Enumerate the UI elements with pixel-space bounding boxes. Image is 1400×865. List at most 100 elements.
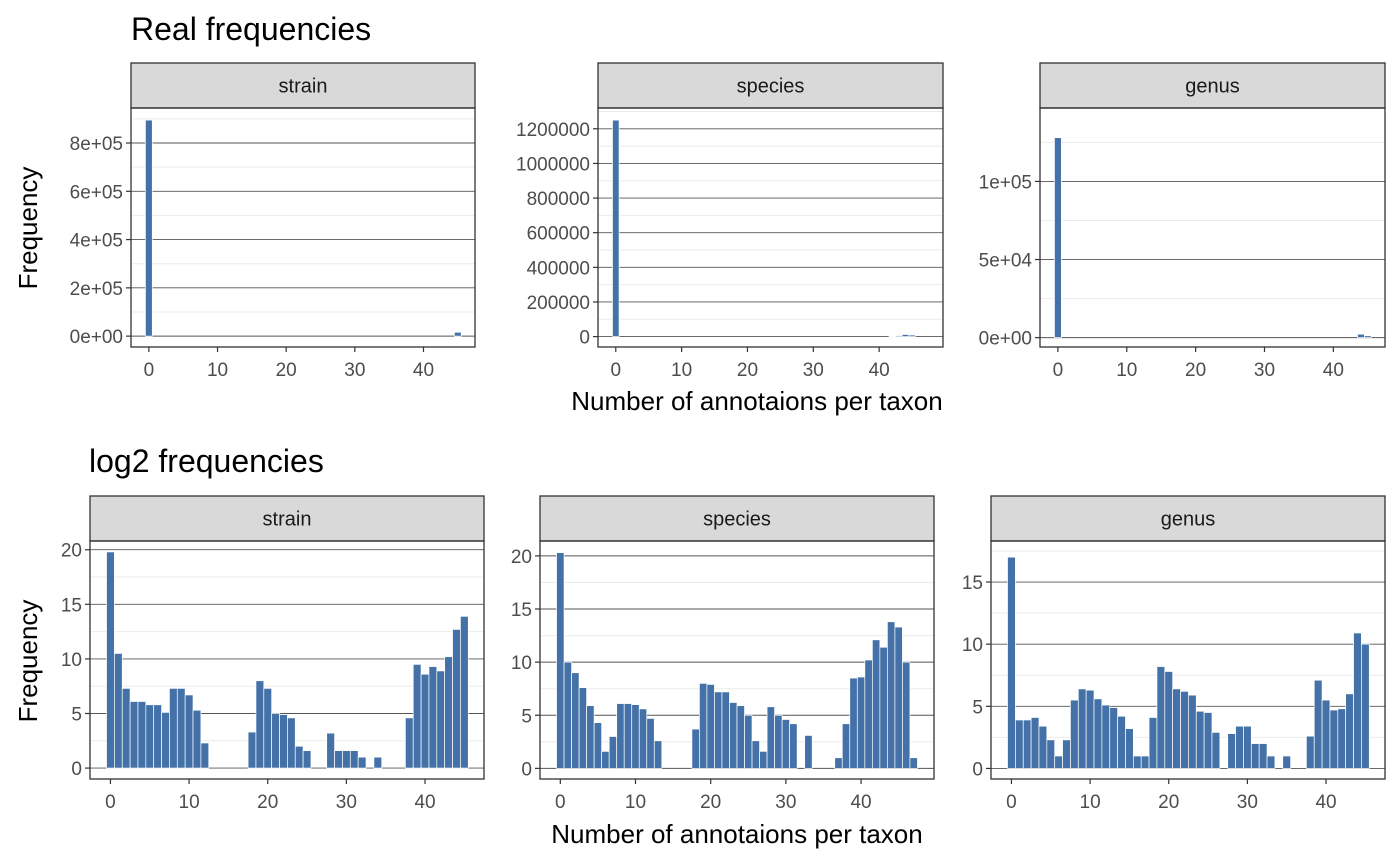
histogram-bar: [789, 723, 798, 769]
y-tick-label: 0e+00: [70, 327, 123, 348]
histogram-bar: [1306, 735, 1315, 769]
histogram-bar: [887, 621, 896, 769]
facet-1-species: species 0 5 10 15 20 0 10 20 30 40: [511, 495, 935, 813]
histogram-bar: [200, 742, 210, 769]
histogram-bar: [691, 728, 700, 769]
histogram-bar: [1266, 755, 1276, 769]
x-tick-label: 40: [413, 360, 434, 381]
histogram-bar: [161, 712, 170, 769]
x-tick-label: 20: [276, 360, 297, 381]
y-tick-label: 20: [511, 547, 532, 568]
x-tick-label: 30: [1254, 360, 1275, 381]
histogram-bar: [184, 694, 194, 769]
histogram-bar: [714, 691, 723, 769]
x-tick-label: 0: [1053, 360, 1064, 381]
panel-border: [597, 107, 944, 348]
x-tick-label: 20: [1158, 792, 1179, 813]
histogram-bar: [571, 672, 580, 769]
histogram-bar: [1101, 704, 1111, 769]
histogram-bar: [781, 719, 790, 769]
y-tick-label: 0: [521, 759, 532, 780]
histogram-bar: [444, 656, 453, 769]
y-tick-label: 15: [511, 600, 532, 621]
facet-strip-label: species: [703, 509, 771, 531]
histogram-bar: [1250, 743, 1260, 769]
y-tick-label: 1200000: [516, 120, 590, 141]
facet-strip-label: strain: [263, 509, 312, 531]
histogram-bar: [357, 756, 367, 769]
histogram-bar: [1345, 693, 1354, 769]
histogram-bar: [895, 335, 903, 337]
histogram-bar: [608, 736, 618, 769]
y-tick-label: 8e+05: [70, 134, 123, 155]
histogram-bar: [1235, 725, 1244, 769]
histogram-bar: [349, 750, 359, 769]
x-tick-label: 20: [737, 360, 758, 381]
x-tick-label: 20: [257, 792, 278, 813]
histogram-bar: [169, 688, 178, 769]
y-tick-label: 0: [579, 328, 590, 349]
y-tick-label: 1000000: [516, 154, 590, 175]
histogram-bar: [145, 119, 153, 337]
histogram-bar: [612, 119, 620, 337]
histogram-bar: [129, 701, 139, 769]
x-tick-label: 30: [803, 360, 824, 381]
histogram-bar: [192, 709, 202, 769]
histogram-bar: [1361, 643, 1370, 769]
x-tick-label: 10: [179, 792, 200, 813]
x-axis-title-log2: Number of annotaions per taxon: [551, 819, 922, 849]
y-tick-label: 4e+05: [70, 231, 123, 252]
x-tick-label: 0: [144, 360, 155, 381]
facet-0-strain: strain 0e+00 2e+05 4e+05 6e+05 8e+05 0 10 20 30 40: [70, 62, 476, 381]
x-tick-label: 0: [555, 792, 566, 813]
y-tick-label: 20: [61, 541, 82, 562]
facet-strip-label: strain: [279, 76, 328, 98]
x-tick-label: 0: [610, 360, 621, 381]
histogram-bar: [137, 701, 147, 769]
x-tick-label: 10: [1080, 792, 1101, 813]
histogram-bar: [294, 745, 304, 769]
histogram-bar: [1030, 717, 1040, 769]
histogram-bar: [1038, 725, 1048, 769]
panel-border: [89, 540, 485, 780]
histogram-bar: [1093, 698, 1103, 769]
histogram-bar: [255, 680, 265, 769]
histogram-bar: [106, 551, 115, 769]
histogram-bar: [766, 706, 775, 769]
facet-strip: [990, 495, 1386, 542]
histogram-bar: [1109, 707, 1118, 769]
histogram-bar: [646, 718, 655, 769]
histogram-bar: [601, 751, 610, 769]
y-axis-title-log2: Frequency: [13, 600, 43, 723]
histogram-bar: [593, 722, 603, 769]
panel-title-log2: log2 frequencies: [89, 443, 324, 479]
histogram-bar: [841, 723, 851, 769]
panel-border: [1039, 107, 1386, 348]
histogram-bar: [1117, 715, 1126, 769]
facet-1-genus: genus 0 5 10 15 0 10 20 30 40: [962, 495, 1386, 813]
histogram-bar: [849, 677, 858, 769]
x-tick-label: 10: [671, 360, 692, 381]
histogram-bar: [804, 735, 813, 769]
histogram-bar: [1243, 725, 1252, 769]
histogram-bar: [1015, 719, 1024, 769]
histogram-bar: [1357, 333, 1365, 338]
facet-0-species: species 0 200000 400000 600000 800000 1000000 1…: [516, 62, 944, 381]
facet-strip-label: genus: [1185, 76, 1240, 98]
y-tick-label: 200000: [527, 293, 590, 314]
histogram-bar: [1180, 691, 1189, 769]
y-tick-label: 5: [521, 706, 532, 727]
histogram-bar: [1195, 710, 1205, 769]
histogram-bar: [1140, 755, 1150, 769]
histogram-bar: [114, 653, 123, 769]
x-tick-label: 10: [207, 360, 228, 381]
y-tick-label: 5: [71, 704, 82, 725]
histogram-bar: [901, 334, 910, 337]
x-tick-label: 40: [1323, 360, 1344, 381]
histogram-bar: [1007, 556, 1016, 769]
x-tick-label: 10: [625, 792, 646, 813]
histogram-bar: [1211, 732, 1221, 769]
y-tick-label: 800000: [527, 189, 590, 210]
y-tick-label: 400000: [527, 258, 590, 279]
histogram-bar: [460, 615, 469, 769]
